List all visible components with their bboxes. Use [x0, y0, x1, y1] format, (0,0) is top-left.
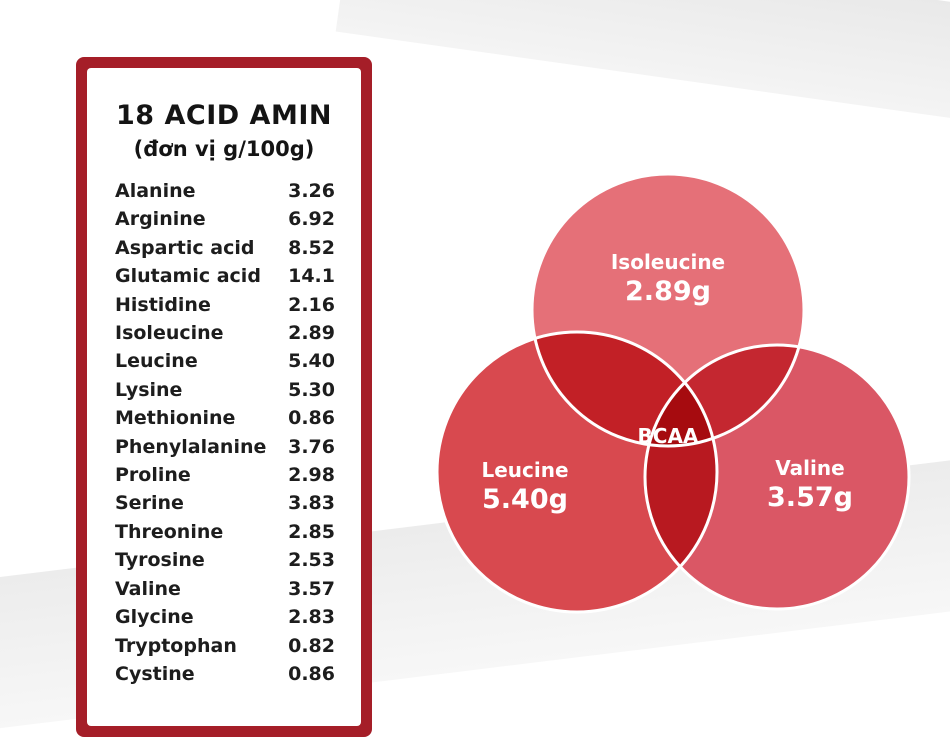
amino-value: 8.52: [288, 236, 335, 259]
amino-acid-card-inner: 18 ACID AMIN (đơn vị g/100g) Alanine 3.26…: [87, 68, 361, 726]
amino-name: Serine: [115, 492, 184, 515]
venn-svg: [435, 172, 911, 614]
amino-value: 0.86: [288, 407, 335, 430]
isoleucine-label: Isoleucine: [610, 250, 726, 274]
amino-acid-table: Alanine 3.26 Arginine 6.92 Aspartic acid 8.…: [107, 177, 341, 688]
venn-outlines: [435, 172, 911, 614]
amino-name: Tryptophan: [115, 634, 237, 657]
amino-value: 2.83: [288, 606, 335, 629]
table-row: Valine 3.57: [107, 575, 341, 603]
leucine-value: 5.40g: [482, 484, 568, 515]
valine-label-group: Valine 3.57g: [767, 456, 853, 513]
amino-value: 3.76: [288, 435, 335, 458]
table-row: Serine 3.83: [107, 489, 341, 517]
amino-value: 3.83: [288, 492, 335, 515]
isoleucine-label-group: Isoleucine 2.89g: [611, 250, 725, 307]
amino-name: Glutamic acid: [115, 265, 261, 288]
amino-acid-card: 18 ACID AMIN (đơn vị g/100g) Alanine 3.26…: [76, 57, 372, 737]
amino-name: Isoleucine: [115, 322, 224, 345]
leucine-circle: [437, 332, 717, 612]
amino-value: 0.82: [288, 634, 335, 657]
amino-name: Alanine: [115, 180, 196, 202]
valine-label: Valine: [775, 456, 845, 480]
amino-value: 5.40: [288, 350, 335, 373]
leucine-label: Leucine: [481, 458, 569, 482]
table-row: Tryptophan 0.82: [107, 632, 341, 660]
card-title: 18 ACID AMIN: [116, 100, 332, 131]
amino-name: Valine: [115, 577, 181, 600]
table-row: Aspartic acid 8.52: [107, 234, 341, 262]
amino-name: Cystine: [115, 662, 195, 685]
isoleucine-circle-outline: [530, 172, 806, 448]
card-subtitle: (đơn vị g/100g): [133, 137, 315, 161]
table-row: Methionine 0.86: [107, 404, 341, 432]
amino-value: 0.86: [288, 662, 335, 685]
amino-value: 2.89: [288, 322, 335, 345]
table-row: Alanine 3.26: [107, 177, 341, 205]
table-row: Arginine 6.92: [107, 205, 341, 233]
amino-value: 14.1: [288, 265, 335, 288]
table-row: Proline 2.98: [107, 461, 341, 489]
amino-value: 2.98: [288, 464, 335, 487]
valine-circle: [645, 345, 909, 609]
amino-name: Proline: [115, 464, 191, 487]
venn-fills: [437, 174, 909, 612]
amino-name: Threonine: [115, 520, 224, 543]
amino-name: Phenylalanine: [115, 435, 267, 458]
amino-value: 3.26: [288, 180, 335, 202]
valine-circle-outline: [643, 343, 911, 611]
table-row: Threonine 2.85: [107, 518, 341, 546]
table-row: Lysine 5.30: [107, 376, 341, 404]
table-row: Leucine 5.40: [107, 347, 341, 375]
amino-name: Glycine: [115, 606, 194, 629]
amino-name: Leucine: [115, 350, 198, 373]
table-row: Phenylalanine 3.76: [107, 433, 341, 461]
amino-value: 3.57: [288, 577, 335, 600]
table-row: Glycine 2.83: [107, 603, 341, 631]
leucine-label-group: Leucine 5.40g: [481, 458, 568, 515]
amino-name: Methionine: [115, 407, 236, 430]
amino-value: 6.92: [288, 208, 335, 231]
amino-name: Histidine: [115, 293, 211, 316]
amino-value: 5.30: [288, 378, 335, 401]
table-row: Isoleucine 2.89: [107, 319, 341, 347]
amino-name: Lysine: [115, 378, 183, 401]
valine-value: 3.57g: [767, 482, 853, 513]
amino-value: 2.53: [288, 549, 335, 572]
amino-value: 2.16: [288, 293, 335, 316]
amino-name: Tyrosine: [115, 549, 205, 572]
amino-value: 2.85: [288, 520, 335, 543]
isoleucine-value: 2.89g: [625, 276, 711, 307]
bcaa-venn-diagram: Isoleucine 2.89g Leucine 5.40g Valine 3.…: [425, 168, 937, 650]
leucine-circle-outline: [435, 330, 719, 614]
background-stripe-top: [335, 0, 950, 138]
amino-name: Aspartic acid: [115, 236, 255, 259]
amino-name: Arginine: [115, 208, 206, 231]
table-row: Glutamic acid 14.1: [107, 262, 341, 290]
table-row: Histidine 2.16: [107, 291, 341, 319]
bcaa-center-label: BCAA: [637, 424, 699, 448]
table-row: Tyrosine 2.53: [107, 546, 341, 574]
table-row: Cystine 0.86: [107, 660, 341, 688]
